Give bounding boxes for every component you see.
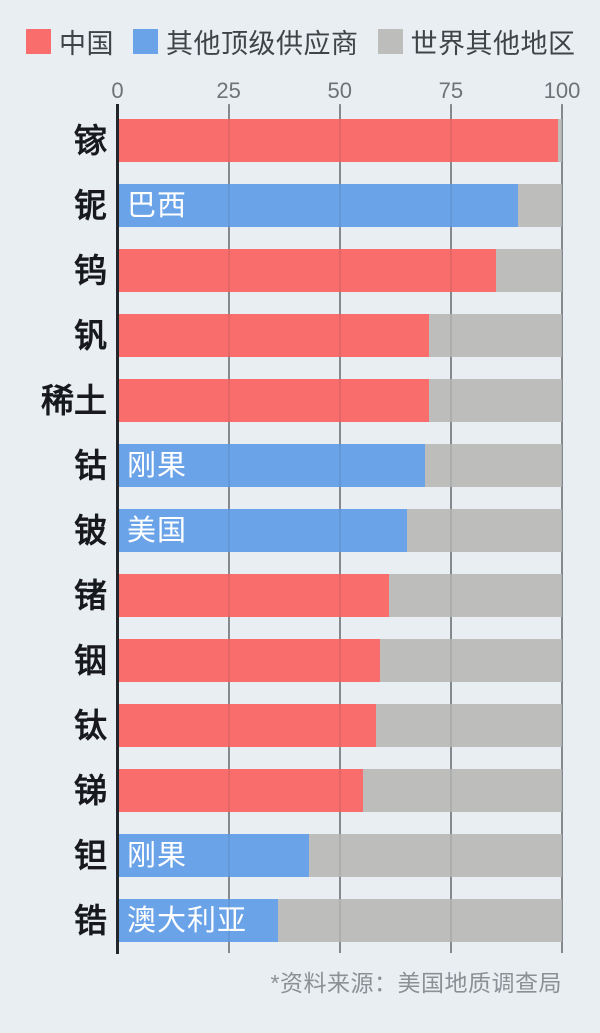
legend-swatch-icon (377, 29, 403, 54)
legend-swatch-icon (26, 29, 51, 54)
bar-track (119, 119, 562, 162)
element-label: 钛 (74, 707, 107, 744)
source-note: *资料来源：美国地质调查局 (270, 970, 562, 996)
bar-track (119, 704, 562, 747)
bar-fill: 刚果 (119, 444, 425, 487)
bar-track (119, 639, 562, 682)
bar-annotation: 澳大利亚 (127, 905, 248, 937)
bar-fill: 巴西 (119, 184, 518, 227)
bar-fill (119, 379, 429, 422)
bar-fill (119, 314, 429, 357)
bar-track (119, 769, 562, 812)
x-axis-tick-label: 75 (438, 78, 464, 103)
element-label: 铟 (74, 642, 107, 679)
x-axis-tick-label: 25 (216, 78, 241, 103)
bar-fill: 美国 (119, 509, 407, 552)
legend-label: 其他顶级供应商 (166, 29, 359, 59)
legend-item: 世界其他地区 (377, 22, 576, 61)
x-axis-tick-label: 0 (111, 78, 124, 103)
legend-label: 世界其他地区 (410, 29, 576, 59)
element-label: 镓 (74, 122, 107, 159)
bar-track (119, 249, 562, 292)
legend-label: 中国 (59, 29, 114, 59)
bar-fill (119, 704, 376, 747)
element-label: 铌 (74, 187, 107, 224)
bar-fill (119, 574, 389, 617)
bar-fill (119, 119, 558, 162)
element-label: 锑 (74, 772, 107, 809)
gridline-overlay (449, 105, 452, 953)
bar-fill (119, 249, 496, 292)
bar-fill (119, 639, 380, 682)
x-axis-tick-label: 100 (543, 78, 581, 103)
element-label: 钒 (74, 317, 107, 354)
bar-fill: 刚果 (119, 834, 309, 877)
bar-track: 澳大利亚 (119, 899, 562, 942)
bar-track: 巴西 (119, 184, 562, 227)
element-label: 钽 (74, 837, 107, 874)
bar-annotation: 巴西 (127, 190, 188, 222)
gridline-overlay (338, 105, 341, 953)
bar-track (119, 314, 562, 357)
bar-fill: 澳大利亚 (119, 899, 278, 942)
element-label: 铍 (74, 512, 107, 549)
bar-track: 刚果 (119, 834, 562, 877)
bar-track: 美国 (119, 509, 562, 552)
gridline-overlay (227, 105, 230, 953)
bar-track (119, 574, 562, 617)
gridline (561, 104, 563, 953)
legend-swatch-icon (133, 29, 158, 54)
bar-annotation: 美国 (127, 515, 188, 547)
gridline-overlay (561, 105, 563, 953)
legend-item: 中国 (26, 22, 114, 61)
element-label: 锆 (74, 902, 107, 939)
element-label: 稀土 (41, 382, 107, 419)
y-axis-line (116, 104, 119, 954)
bar-annotation: 刚果 (127, 450, 188, 482)
bar-track: 刚果 (119, 444, 562, 487)
element-label: 钨 (74, 252, 107, 289)
legend-item: 其他顶级供应商 (133, 22, 359, 61)
element-label: 钴 (74, 447, 107, 484)
bar-track (119, 379, 562, 422)
legend: 中国 其他顶级供应商 世界其他地区 (26, 22, 595, 61)
x-axis-tick-label: 50 (327, 78, 352, 103)
bar-fill (119, 769, 363, 812)
element-label: 锗 (74, 577, 107, 614)
bar-annotation: 刚果 (127, 840, 188, 872)
